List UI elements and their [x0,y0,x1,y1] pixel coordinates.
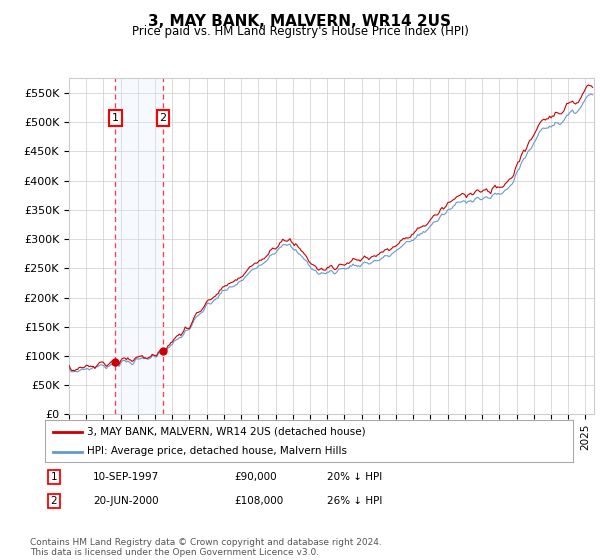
Text: 20-JUN-2000: 20-JUN-2000 [93,496,158,506]
Text: 1: 1 [112,113,119,123]
Text: Contains HM Land Registry data © Crown copyright and database right 2024.
This d: Contains HM Land Registry data © Crown c… [30,538,382,557]
Text: 20% ↓ HPI: 20% ↓ HPI [327,472,382,482]
Text: 10-SEP-1997: 10-SEP-1997 [93,472,159,482]
Bar [115,78,163,414]
Text: Price paid vs. HM Land Registry's House Price Index (HPI): Price paid vs. HM Land Registry's House … [131,25,469,38]
Text: 26% ↓ HPI: 26% ↓ HPI [327,496,382,506]
Text: 2: 2 [160,113,167,123]
Text: 3, MAY BANK, MALVERN, WR14 2US (detached house): 3, MAY BANK, MALVERN, WR14 2US (detached… [87,427,366,437]
Text: 3, MAY BANK, MALVERN, WR14 2US: 3, MAY BANK, MALVERN, WR14 2US [149,14,452,29]
Text: 1: 1 [50,472,58,482]
Text: 2: 2 [50,496,58,506]
Text: £108,000: £108,000 [234,496,283,506]
Text: £90,000: £90,000 [234,472,277,482]
Text: HPI: Average price, detached house, Malvern Hills: HPI: Average price, detached house, Malv… [87,446,347,456]
